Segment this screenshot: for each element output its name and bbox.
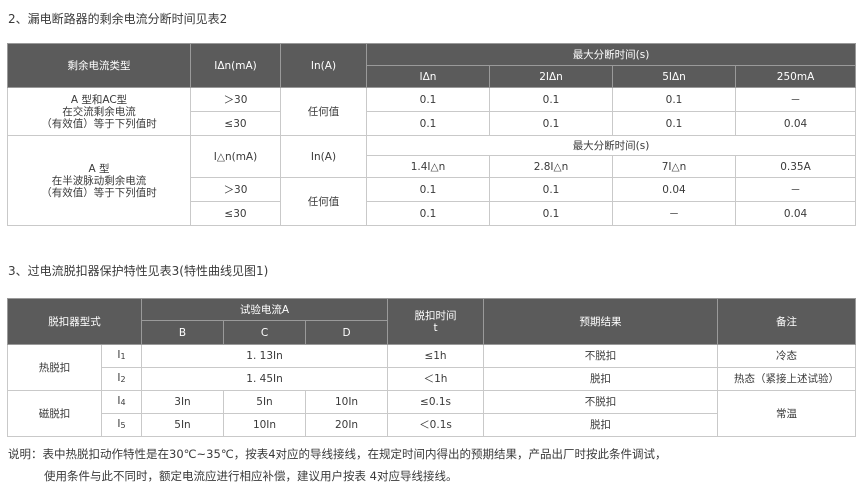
header-col-3: 5IΔn — [612, 65, 736, 88]
row-i5-result: 脱扣 — [483, 413, 719, 437]
a-header-col-2: 2.8I△n — [489, 155, 613, 178]
row-i4-result: 不脱扣 — [483, 390, 719, 414]
a-header-in: In(A) — [280, 135, 367, 178]
row-i1-code: I1 — [101, 344, 142, 368]
a-row2-v3: － — [612, 201, 736, 226]
header-expected-result: 预期结果 — [483, 298, 719, 345]
ac-row1-v1: 0.1 — [366, 87, 490, 112]
ac-type-line-1: A 型和AC型 — [70, 93, 128, 106]
header-in: In(A) — [280, 43, 367, 88]
a-row2-v2: 0.1 — [489, 201, 613, 226]
row-i2-code: I2 — [101, 367, 142, 391]
a-in-value: 任何值 — [280, 177, 367, 226]
magnetic-remark: 常温 — [717, 390, 857, 437]
ac-row2-v3: 0.1 — [612, 111, 736, 136]
a-header-idn: I△n(mA) — [190, 135, 281, 178]
row-i2-result: 脱扣 — [483, 367, 719, 391]
overcurrent-trip-table: 脱扣器型式 试验电流A 脱扣时间 t 预期结果 备注 B C D 热脱扣 I1 … — [7, 298, 857, 437]
row-i1-current: 1. 13In — [140, 344, 389, 368]
header-curve-b: B — [141, 320, 224, 345]
row-i4-d: 10In — [304, 390, 389, 414]
row-i4-b: 3In — [141, 390, 224, 414]
header-trip-time: 脱扣时间 t — [387, 298, 485, 345]
ac-row2-idn: ≤30 — [190, 111, 281, 136]
header-remark: 备注 — [717, 298, 857, 345]
ac-in-value: 任何值 — [280, 87, 367, 136]
a-header-col-3: 7I△n — [612, 155, 736, 178]
row-i1-result: 不脱扣 — [483, 344, 719, 368]
a-header-col-4: 0.35A — [734, 155, 857, 178]
row-i1-remark: 冷态 — [717, 344, 857, 368]
header-trip-time-line-1: 脱扣时间 — [414, 309, 457, 322]
a-row1-v1: 0.1 — [366, 177, 490, 202]
header-trip-time-line-2: t — [433, 321, 438, 334]
section2-title: 2、漏电断路器的剩余电流分断时间见表2 — [8, 12, 228, 26]
header-col-4: 250mA — [734, 65, 857, 88]
ac-type-line-2: 在交流剩余电流 — [62, 105, 136, 118]
ac-type-cell: A 型和AC型 在交流剩余电流 （有效值）等于下列值时 — [7, 87, 191, 136]
header-curve-d: D — [304, 320, 389, 345]
a-row1-idn: ＞30 — [190, 177, 281, 202]
breaking-time-table: 剩余电流类型 IΔn(mA) In(A) 最大分断时间(s) IΔn 2IΔn … — [7, 43, 857, 226]
note-line-2: 使用条件与此不同时，额定电流应进行相应补偿，建议用户按表 4对应导线接线。 — [44, 469, 458, 483]
a-type-cell: A 型 在半波脉动剩余电流 （有效值）等于下列值时 — [7, 135, 191, 226]
header-idn: IΔn(mA) — [190, 43, 281, 88]
row-i5-c: 10In — [223, 413, 306, 437]
a-type-line-3: （有效值）等于下列值时 — [41, 186, 157, 199]
note-line-1: 说明：表中热脱扣动作特性是在30℃~35℃，按表4对应的导线接线，在规定时间内得… — [8, 447, 667, 461]
magnetic-trip-label: 磁脱扣 — [7, 390, 102, 437]
header-max-break-time: 最大分断时间(s) — [365, 43, 857, 66]
ac-row1-v4: － — [734, 87, 857, 112]
a-header-col-1: 1.4I△n — [366, 155, 490, 178]
row-i2-time: ＜1h — [387, 367, 485, 391]
ac-row2-v1: 0.1 — [366, 111, 490, 136]
a-type-line-2: 在半波脉动剩余电流 — [51, 174, 147, 187]
header-curve-c: C — [223, 320, 306, 345]
header-trip-form: 脱扣器型式 — [7, 298, 142, 345]
ac-row1-v3: 0.1 — [612, 87, 736, 112]
header-test-current: 试验电流A — [140, 298, 389, 321]
header-current-type: 剩余电流类型 — [7, 43, 191, 88]
ac-row1-v2: 0.1 — [489, 87, 613, 112]
row-i5-time: ＜0.1s — [387, 413, 485, 437]
row-i1-time: ≤1h — [387, 344, 485, 368]
row-i5-b: 5In — [141, 413, 224, 437]
ac-type-line-3: （有效值）等于下列值时 — [41, 117, 157, 130]
row-i4-c: 5In — [223, 390, 306, 414]
a-header-max-break-time: 最大分断时间(s) — [365, 135, 857, 156]
ac-row1-idn: ＞30 — [190, 87, 281, 112]
a-row1-v3: 0.04 — [612, 177, 736, 202]
row-i4-time: ≤0.1s — [387, 390, 485, 414]
row-i5-d: 20In — [304, 413, 389, 437]
row-i5-code: I5 — [101, 413, 142, 437]
a-row2-v1: 0.1 — [366, 201, 490, 226]
row-i2-remark: 热态（紧接上述试验） — [717, 367, 857, 391]
a-type-line-1: A 型 — [88, 162, 110, 175]
ac-row2-v2: 0.1 — [489, 111, 613, 136]
header-col-1: IΔn — [366, 65, 490, 88]
a-row2-v4: 0.04 — [734, 201, 857, 226]
a-row1-v4: － — [734, 177, 857, 202]
thermal-trip-label: 热脱扣 — [7, 344, 102, 391]
header-col-2: 2IΔn — [489, 65, 613, 88]
section3-title: 3、过电流脱扣器保护特性见表3(特性曲线见图1) — [8, 264, 269, 278]
a-row2-idn: ≤30 — [190, 201, 281, 226]
a-row1-v2: 0.1 — [489, 177, 613, 202]
row-i2-current: 1. 45In — [140, 367, 389, 391]
ac-row2-v4: 0.04 — [734, 111, 857, 136]
row-i4-code: I4 — [101, 390, 142, 414]
